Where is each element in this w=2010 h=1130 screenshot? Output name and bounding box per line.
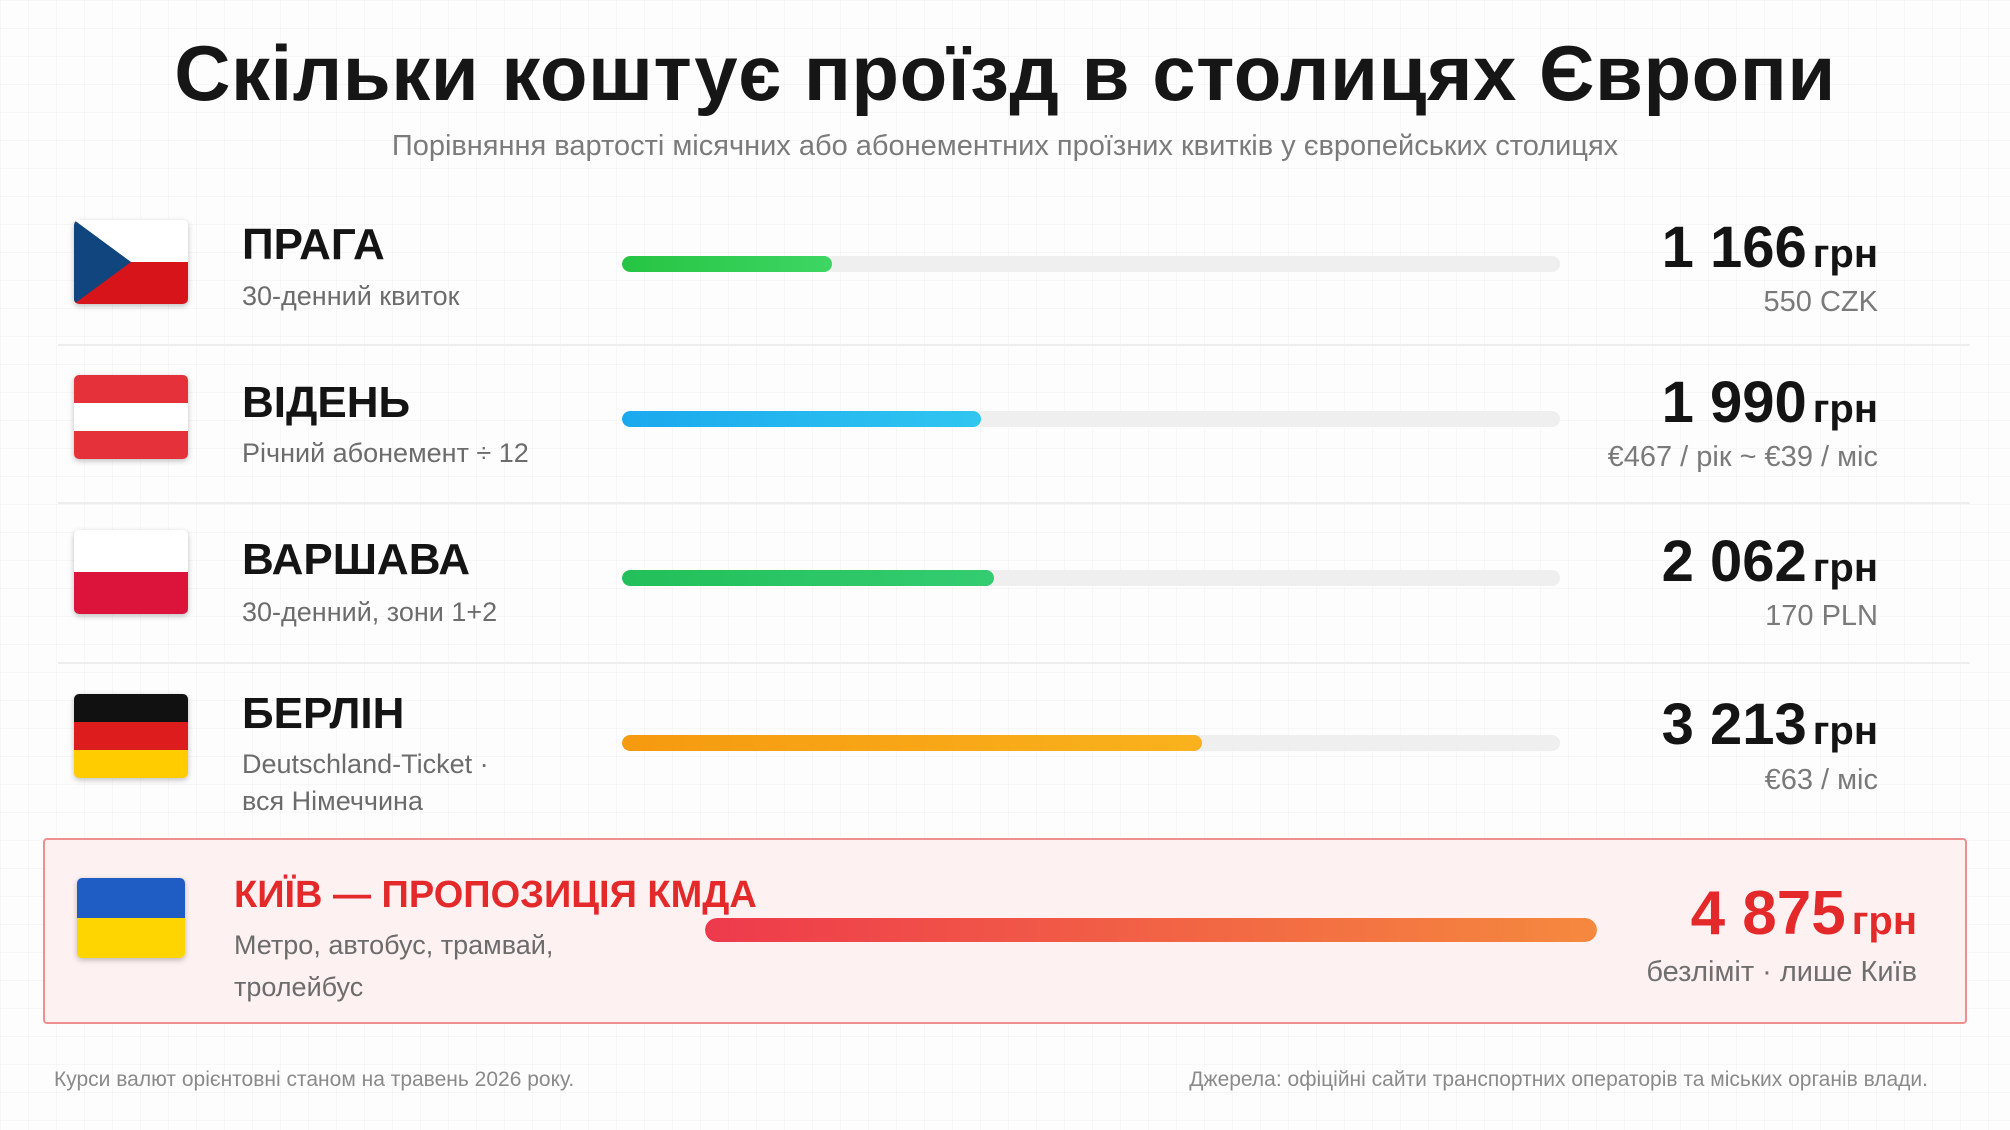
row-berlin: БЕРЛІН Deutschland-Ticket · вся Німеччин…: [58, 682, 1970, 832]
ticket-description-line: вся Німеччина: [242, 786, 423, 816]
row-prague: ПРАГА 30-денний квиток 1 166 грн 550 CZK: [58, 210, 1970, 340]
ticket-description: 30-денний квиток: [242, 281, 460, 311]
ticket-description-line: Метро, автобус, трамвай,: [234, 930, 554, 960]
city-name: ВІДЕНЬ: [242, 378, 411, 427]
price-value: 1 990: [1661, 370, 1807, 435]
price-bar-track: [622, 735, 1560, 751]
row-divider: [58, 502, 1970, 504]
local-price: €467 / рік ~ €39 / міс: [1607, 441, 1878, 473]
city-name: КИЇВ — ПРОПОЗИЦІЯ КМДА: [234, 874, 757, 916]
row-warsaw: ВАРШАВА 30-денний, зони 1+2 2 062 грн 170…: [58, 524, 1970, 654]
price: 3 213 грн: [1662, 691, 1878, 758]
price: 1 990 грн: [1662, 369, 1878, 436]
page-title: Скільки коштує проїзд в столицях Європи: [174, 29, 1836, 117]
price: 1 166 грн: [1662, 214, 1878, 281]
price-bar-track: [705, 918, 1597, 942]
price-bar: [622, 735, 1202, 751]
city-name: ВАРШАВА: [242, 535, 471, 584]
price-currency: грн: [1812, 546, 1878, 590]
footer-sources: Джерела: офіційні сайти транспортних опе…: [1189, 1068, 1928, 1091]
city-name: БЕРЛІН: [242, 689, 405, 738]
price-currency: грн: [1812, 709, 1878, 753]
footer-note: Курси валют орієнтовні станом на травень…: [54, 1068, 575, 1091]
ticket-description-line: Deutschland-Ticket ·: [242, 749, 489, 779]
price: 4 875 грн: [1691, 878, 1917, 949]
czech-flag: [74, 220, 188, 304]
price-bar-track: [622, 411, 1560, 427]
ticket-description: Метро, автобус, трамвай, тролейбус: [234, 924, 553, 1008]
ticket-description: 30-денний, зони 1+2: [242, 597, 498, 627]
price-bar: [622, 411, 981, 427]
price: 2 062 грн: [1662, 528, 1878, 595]
city-name: ПРАГА: [242, 220, 385, 269]
row-divider: [58, 662, 1970, 664]
price-note: безліміт · лише Київ: [1646, 956, 1917, 988]
ukraine-flag: [77, 878, 185, 958]
row-vienna: ВІДЕНЬ Річний абонемент ÷ 12 1 990 грн €4…: [58, 365, 1970, 495]
price-currency: грн: [1851, 899, 1917, 943]
price-value: 2 062: [1661, 529, 1807, 594]
local-price: 550 CZK: [1763, 286, 1878, 318]
row-divider: [58, 344, 1970, 346]
price-bar: [705, 918, 1597, 942]
local-price: 170 PLN: [1765, 600, 1878, 632]
price-value: 1 166: [1661, 215, 1807, 280]
page-subtitle: Порівняння вартості місячних або абонеме…: [391, 130, 1619, 162]
price-currency: грн: [1812, 387, 1878, 431]
poland-flag: [74, 530, 188, 614]
price-bar-track: [622, 570, 1560, 586]
local-price: €63 / міс: [1764, 764, 1878, 796]
ticket-description: Deutschland-Ticket · вся Німеччина: [242, 746, 489, 820]
price-currency: грн: [1812, 232, 1878, 276]
price-bar-track: [622, 256, 1560, 272]
ticket-description-line: тролейбус: [234, 972, 364, 1002]
price-bar: [622, 256, 833, 272]
austria-flag: [74, 375, 188, 459]
germany-flag: [74, 694, 188, 778]
ticket-description: Річний абонемент ÷ 12: [242, 438, 529, 468]
price-value: 4 875: [1690, 879, 1846, 948]
kyiv-highlight-box: КИЇВ — ПРОПОЗИЦІЯ КМДА Метро, автобус, т…: [43, 838, 1967, 1024]
price-bar: [622, 570, 994, 586]
price-value: 3 213: [1661, 692, 1807, 757]
